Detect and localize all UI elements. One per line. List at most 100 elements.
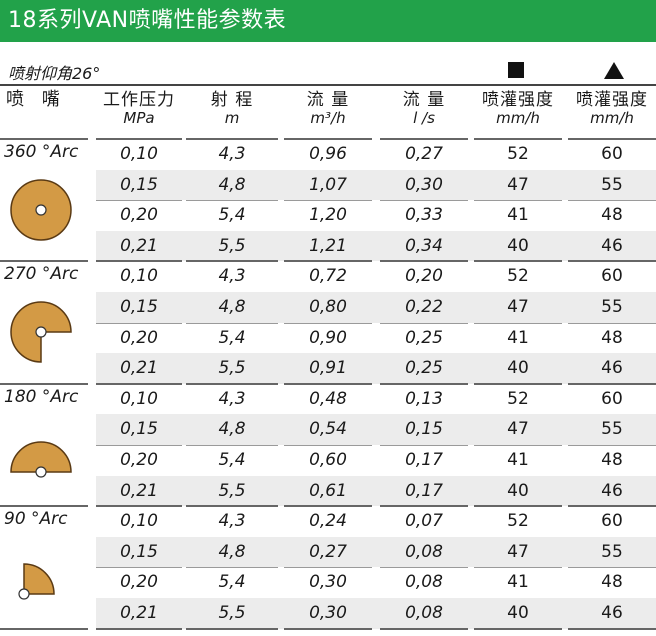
table-cell: 41 [507, 572, 529, 593]
row-separator [380, 567, 468, 569]
column-header-unit: mm/h [496, 109, 540, 127]
table-cell: 55 [601, 174, 623, 195]
table-cell: 5,5 [218, 358, 246, 379]
row-separator [380, 322, 468, 324]
row-shade [96, 169, 656, 201]
table-cell: 0,25 [405, 327, 443, 348]
table-cell: 4,3 [218, 388, 246, 409]
table-cell: 0,80 [309, 297, 347, 317]
table-cell: 46 [601, 603, 623, 623]
group-separator [380, 627, 468, 630]
table-cell: 41 [507, 450, 529, 470]
nozzle-arc-label: 360 °Arc [4, 142, 79, 162]
table-cell: 48 [601, 450, 623, 470]
group-separator [186, 260, 278, 263]
row-separator [568, 322, 656, 324]
row-separator [568, 567, 656, 569]
table-cell: 0,15 [120, 297, 158, 317]
table-cell: 0,10 [120, 511, 158, 532]
header-rule [96, 138, 182, 140]
table-cell: 0,20 [120, 450, 158, 470]
table-cell: 55 [601, 541, 623, 562]
column-header: 喷灌强度 mm/h [568, 90, 656, 138]
table-cell: 40 [507, 358, 529, 379]
nozzle-arc-90-icon [6, 542, 76, 616]
row-shade [96, 353, 656, 384]
table-cell: 0,90 [309, 327, 347, 348]
column-header-title: 流 量 [306, 90, 350, 110]
table-cell: 0,08 [405, 541, 443, 562]
table-cell: 0,20 [120, 572, 158, 593]
table-cell: 55 [601, 419, 623, 440]
table-cell: 0,54 [309, 419, 347, 440]
table-cell: 41 [507, 205, 529, 226]
group-separator [96, 627, 182, 630]
table-cell: 52 [507, 511, 529, 532]
group-separator [0, 260, 88, 263]
row-separator [186, 567, 278, 569]
row-shade [96, 414, 656, 445]
group-separator [474, 382, 562, 385]
group-separator [474, 505, 562, 508]
row-separator [474, 200, 562, 202]
group-separator [380, 505, 468, 508]
table-cell: 0,91 [309, 358, 347, 379]
table-cell: 0,48 [309, 388, 347, 409]
table-cell: 5,5 [218, 235, 246, 256]
column-header-title: 喷 嘴 [6, 89, 66, 110]
table-cell: 0,30 [405, 174, 443, 195]
row-separator [568, 200, 656, 202]
group-separator [186, 505, 278, 508]
table-cell: 5,5 [218, 480, 246, 501]
header-rule [568, 138, 656, 140]
table-cell: 0,21 [120, 358, 158, 379]
column-header-title: 射 程 [210, 90, 254, 110]
nozzle-arc-270-icon [6, 297, 76, 371]
row-separator [474, 567, 562, 569]
table-cell: 47 [507, 419, 529, 440]
table-cell: 52 [507, 266, 529, 287]
table-cell: 0,21 [120, 235, 158, 256]
row-separator [380, 445, 468, 446]
row-separator [96, 445, 182, 446]
table-cell: 48 [601, 572, 623, 593]
column-header-unit: MPa [123, 109, 155, 127]
table-cell: 60 [601, 388, 623, 409]
table-cell: 0,15 [405, 419, 443, 440]
nozzle-arc-label: 270 °Arc [4, 264, 79, 285]
row-shade [96, 475, 656, 507]
header-rule [284, 138, 372, 140]
table-cell: 60 [601, 144, 623, 164]
row-separator [96, 567, 182, 569]
table-cell: 5,5 [218, 603, 246, 623]
table-cell: 4,8 [218, 541, 246, 562]
row-separator [284, 445, 372, 446]
table-cell: 46 [601, 480, 623, 501]
table-cell: 0,30 [309, 572, 347, 593]
group-separator [284, 505, 372, 508]
column-header-title: 喷灌强度 [482, 90, 554, 110]
table-cell: 47 [507, 174, 529, 195]
group-separator [474, 260, 562, 263]
row-shade [96, 536, 656, 568]
group-separator [380, 382, 468, 385]
row-separator [474, 322, 562, 324]
table-cell: 52 [507, 144, 529, 164]
table-cell: 0,22 [405, 297, 443, 317]
group-separator [0, 627, 88, 630]
row-separator [284, 322, 372, 324]
table-cell: 0,20 [120, 327, 158, 348]
column-header-unit: m [224, 109, 240, 127]
table-cell: 0,08 [405, 603, 443, 623]
table-cell: 0,20 [120, 205, 158, 226]
table-cell: 0,15 [120, 541, 158, 562]
group-separator [568, 260, 656, 263]
table-cell: 0,10 [120, 144, 158, 164]
table-cell: 47 [507, 541, 529, 562]
table-cell: 0,60 [309, 450, 347, 470]
table-cell: 40 [507, 480, 529, 501]
column-header: 工作压力 MPa [96, 90, 182, 138]
group-separator [284, 260, 372, 263]
